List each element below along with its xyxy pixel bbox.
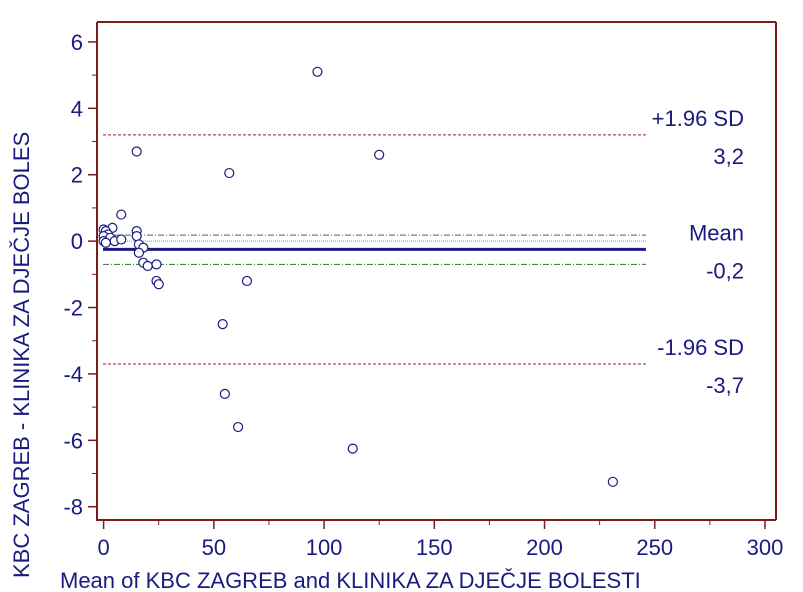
mean-label: Mean xyxy=(689,220,744,245)
data-point xyxy=(131,231,142,242)
y-axis-title: KBC ZAGREB - KLINIKA ZA DJEČJE BOLES xyxy=(9,132,34,578)
mean-value: -0,2 xyxy=(706,258,744,283)
y-tick-label: 0 xyxy=(71,229,83,254)
x-tick-label: 50 xyxy=(202,535,226,560)
data-point xyxy=(100,237,111,248)
y-tick-label: 4 xyxy=(71,96,83,121)
data-point xyxy=(607,476,618,487)
x-tick-label: 0 xyxy=(97,535,109,560)
axis-ticks: -8 -6 -4 -2 0 2 4 6 0 50 100 150 200 250 300 xyxy=(63,30,783,560)
y-tick-label: -4 xyxy=(63,362,83,387)
data-point xyxy=(241,275,253,287)
data-point xyxy=(347,443,358,454)
data-point xyxy=(153,279,164,290)
x-tick-label: 300 xyxy=(747,535,784,560)
data-point xyxy=(374,149,385,160)
data-point xyxy=(131,146,142,157)
y-tick-label: -6 xyxy=(63,428,83,453)
x-tick-label: 100 xyxy=(306,535,343,560)
lower-loa-label: -1.96 SD xyxy=(657,335,744,360)
x-tick-label: 250 xyxy=(636,535,673,560)
y-tick-label: -2 xyxy=(63,296,83,321)
annotations: +1.96 SD 3,2 Mean -0,2 -1.96 SD -3,7 xyxy=(652,106,744,398)
upper-loa-value: 3,2 xyxy=(713,144,744,169)
data-points xyxy=(98,66,618,487)
x-tick-label: 150 xyxy=(416,535,453,560)
reference-lines xyxy=(103,134,646,365)
data-point xyxy=(232,421,244,433)
y-tick-label: 2 xyxy=(71,163,83,188)
data-point xyxy=(312,66,323,77)
data-point xyxy=(217,319,228,330)
plot-frame xyxy=(96,21,777,521)
data-point xyxy=(151,259,162,270)
data-point xyxy=(133,247,144,258)
data-point xyxy=(116,234,127,245)
y-tick-label: 6 xyxy=(71,30,83,55)
x-axis-title: Mean of KBC ZAGREB and KLINIKA ZA DJEČJE… xyxy=(60,568,641,592)
x-tick-label: 200 xyxy=(526,535,563,560)
data-point xyxy=(224,167,235,179)
upper-loa-label: +1.96 SD xyxy=(652,106,744,131)
data-point xyxy=(116,209,127,220)
data-point xyxy=(219,388,230,399)
y-tick-label: -8 xyxy=(63,495,83,520)
data-point xyxy=(142,260,153,272)
lower-loa-value: -3,7 xyxy=(706,373,744,398)
